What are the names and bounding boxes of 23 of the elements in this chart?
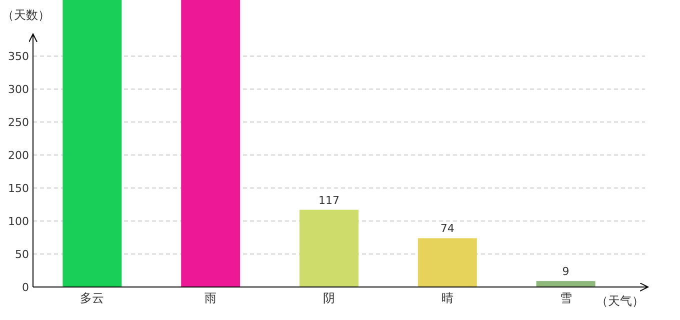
y-tick-label: 250 [8,116,29,130]
x-tick-label: 雪 [560,291,572,305]
bar [536,281,596,287]
x-axis-title: （天气） [596,294,644,308]
y-tick-label: 200 [8,149,29,162]
bar [300,210,358,287]
y-tick-label: 100 [8,215,29,228]
y-tick-label: 150 [8,182,29,196]
y-tick-label: 0 [22,281,29,294]
data-label: 74 [440,222,454,236]
y-tick-label: 300 [8,83,29,96]
data-label: 117 [318,194,340,207]
bar [181,0,240,287]
x-tick-label: 晴 [441,291,454,305]
bar [62,0,122,287]
y-axis-title: （天数） [2,8,50,22]
y-tick-label: 50 [15,248,29,262]
x-tick-label: 雨 [204,291,217,305]
x-tick-label: 多云 [80,291,104,305]
bar [418,238,477,287]
y-tick-label: 350 [8,50,29,64]
x-tick-label: 阴 [323,291,335,305]
data-label: 9 [562,265,570,278]
